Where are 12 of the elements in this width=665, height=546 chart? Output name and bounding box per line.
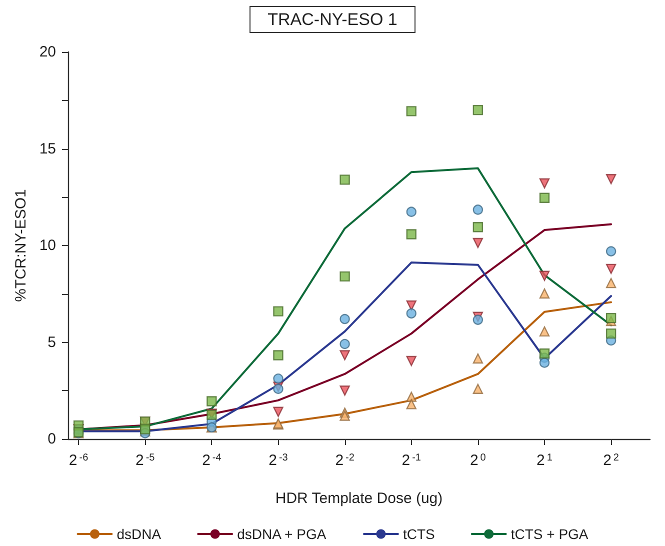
legend-label: tCTS + PGA xyxy=(510,526,589,542)
y-tick-label: 20 xyxy=(39,44,56,60)
legend-label: dsDNA xyxy=(116,526,162,542)
y-tick-label: 10 xyxy=(39,237,56,254)
legend-label: dsDNA + PGA xyxy=(237,526,327,542)
legend-label: tCTS xyxy=(402,526,435,542)
y-tick-label: 0 xyxy=(48,430,56,448)
y-tick-label: 15 xyxy=(39,140,56,158)
chart-title: TRAC-NY-ESO 1 xyxy=(268,10,398,29)
x-axis-title: HDR Template Dose (ug) xyxy=(275,490,443,507)
y-tick-label: 5 xyxy=(48,334,56,351)
y-axis-title: %TCR:NY-ESO1 xyxy=(12,189,30,302)
